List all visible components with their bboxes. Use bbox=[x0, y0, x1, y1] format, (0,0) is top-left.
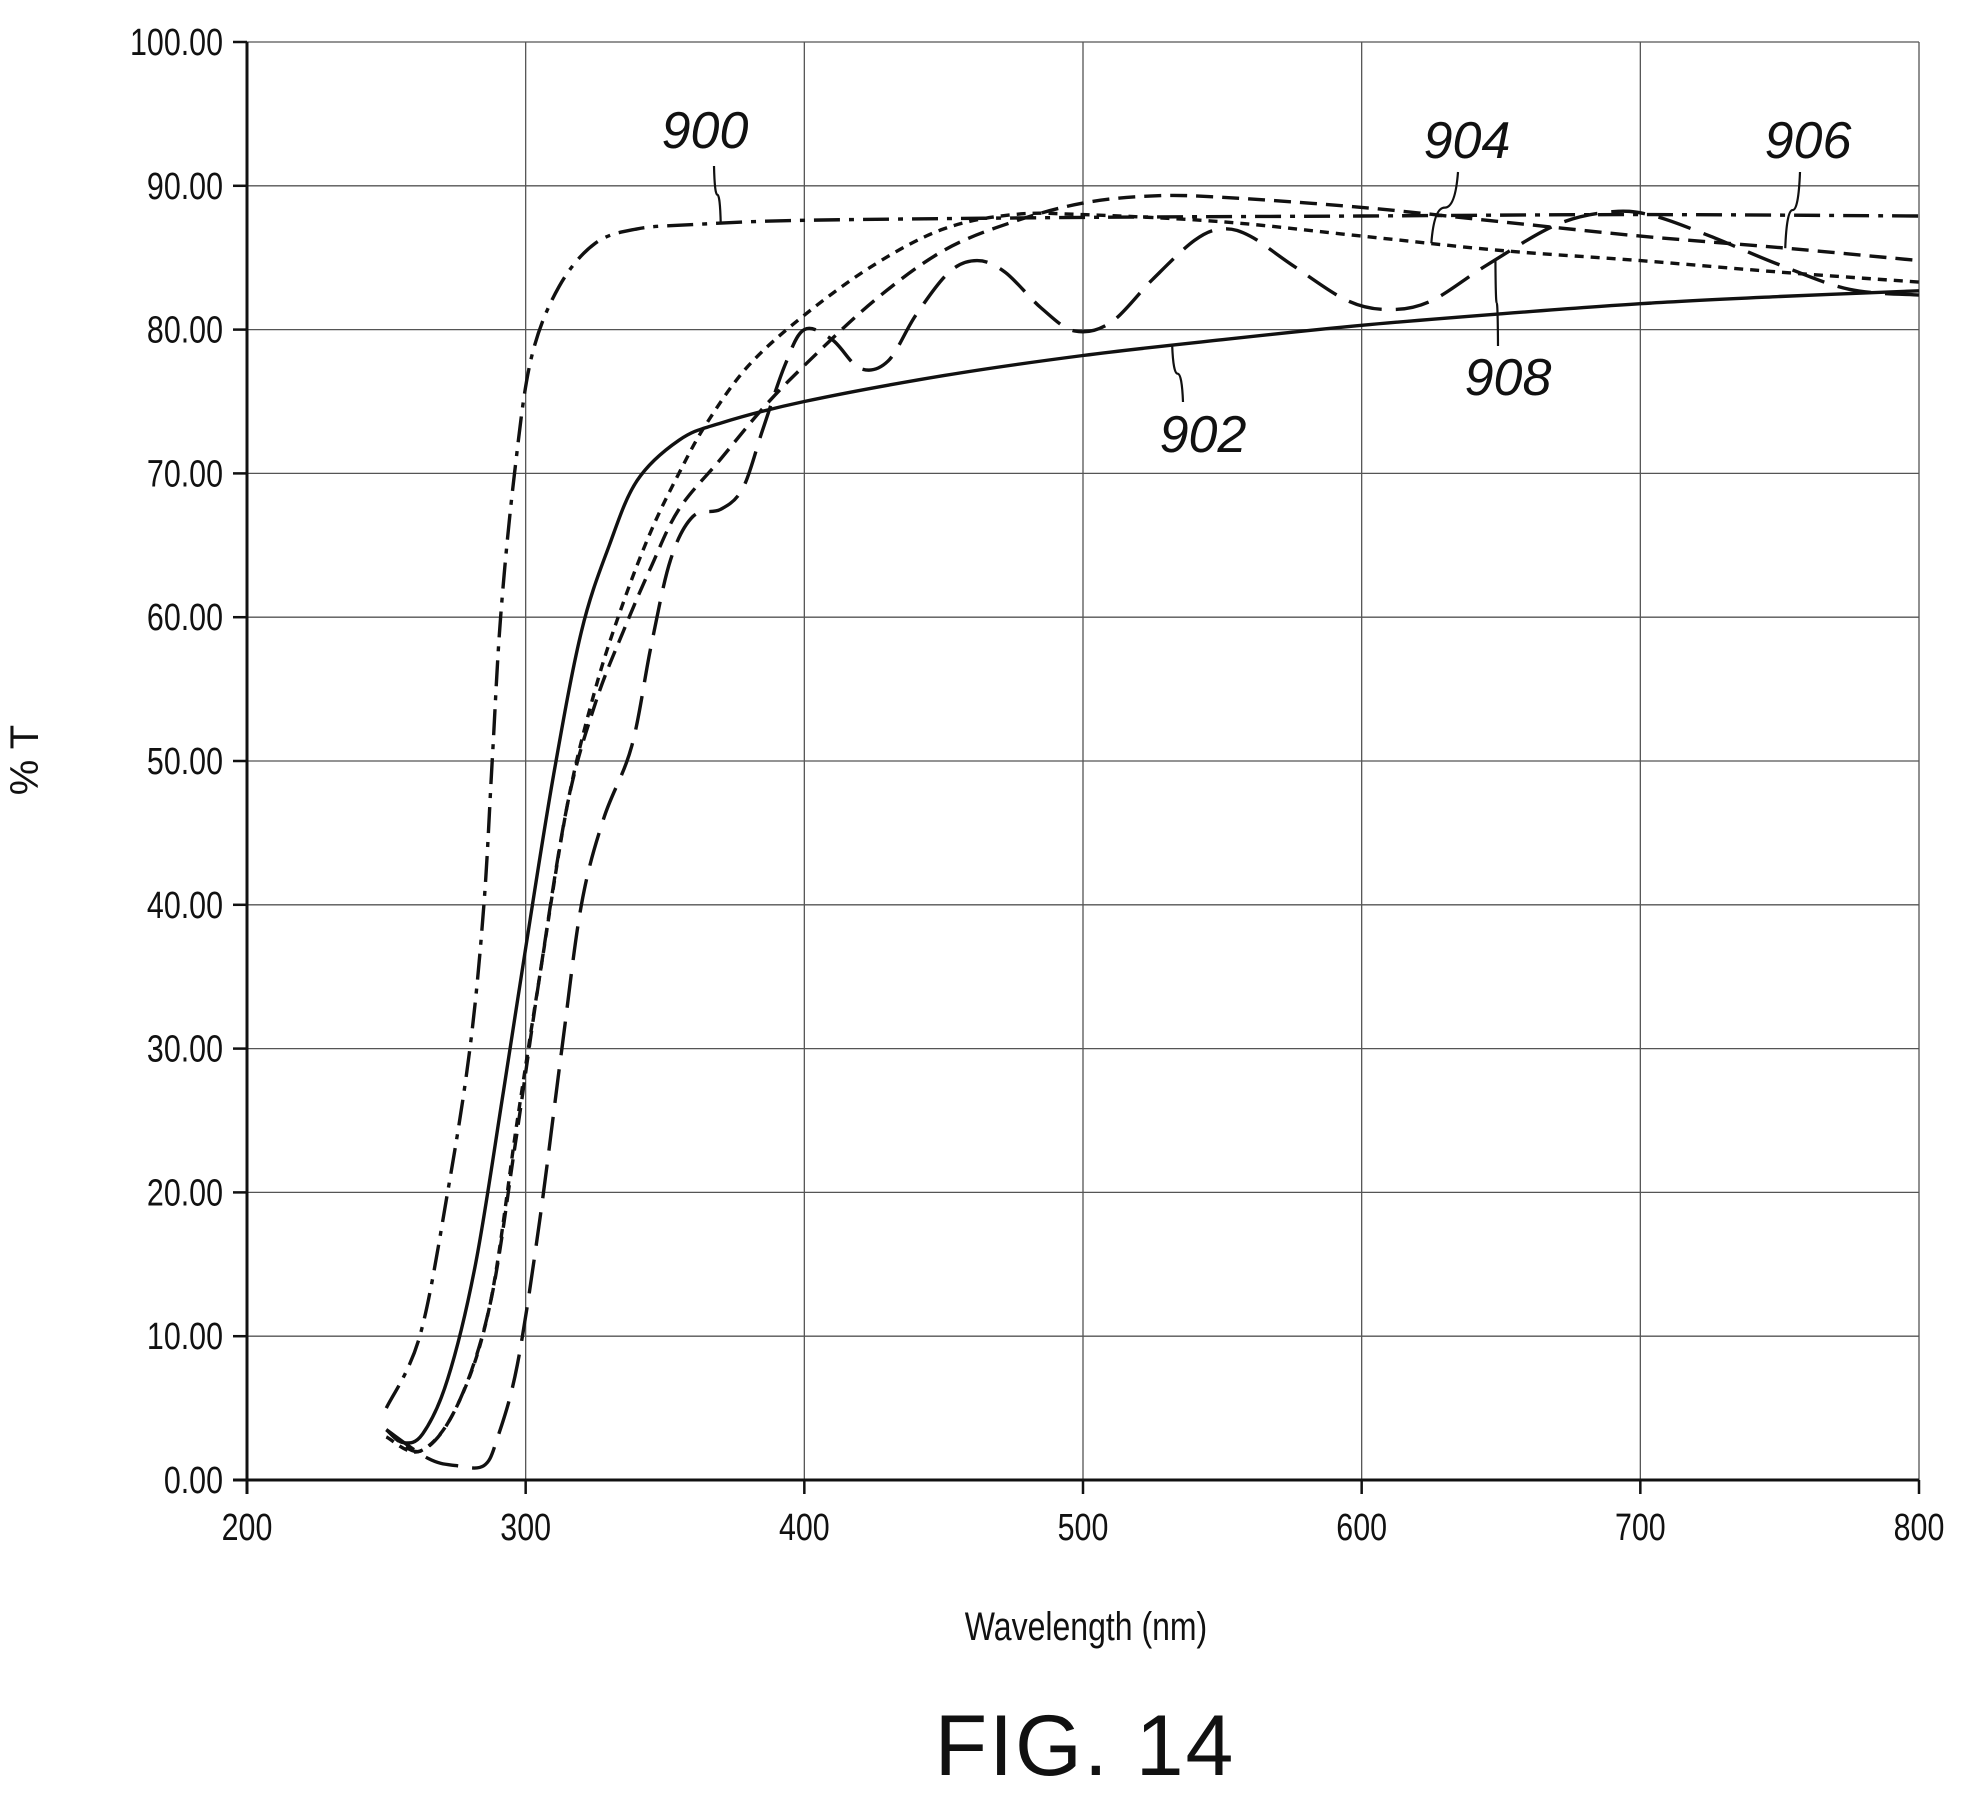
y-tick-label: 60.00 bbox=[147, 597, 223, 639]
ref-label-900: 900 bbox=[662, 102, 749, 160]
x-tick-label: 200 bbox=[222, 1507, 273, 1549]
series-line-900 bbox=[384, 212, 1920, 1409]
y-tick-label: 20.00 bbox=[147, 1172, 223, 1214]
leader-line-904 bbox=[1430, 171, 1460, 244]
y-tick-label: 0.00 bbox=[164, 1460, 223, 1502]
series-line-904 bbox=[385, 211, 1920, 1454]
ref-label-906: 906 bbox=[1765, 112, 1852, 170]
leader-line-906 bbox=[1784, 171, 1802, 249]
series-lines bbox=[384, 193, 1920, 1470]
x-tick-label: 600 bbox=[1336, 1507, 1387, 1549]
x-tick-label: 500 bbox=[1058, 1507, 1109, 1549]
ref-label-904: 904 bbox=[1424, 112, 1511, 170]
series-line-906 bbox=[385, 193, 1920, 1454]
y-tick-label: 40.00 bbox=[147, 885, 223, 927]
y-tick-label: 100.00 bbox=[130, 22, 223, 64]
y-tick-label: 30.00 bbox=[147, 1028, 223, 1070]
x-tick-label: 700 bbox=[1615, 1507, 1666, 1549]
x-tick-label: 400 bbox=[779, 1507, 830, 1549]
ref-label-908: 908 bbox=[1465, 349, 1552, 407]
axes bbox=[233, 40, 1921, 1494]
y-axis-title: % T bbox=[3, 725, 47, 795]
leader-line-902 bbox=[1171, 345, 1185, 403]
grid bbox=[247, 41, 1920, 1480]
series-line-908 bbox=[385, 209, 1920, 1470]
reference-labels: 900 902 904 906 908 bbox=[662, 102, 1852, 464]
y-tick-label: 10.00 bbox=[147, 1316, 223, 1358]
leader-line-900 bbox=[712, 165, 722, 224]
leader-line-908 bbox=[1494, 260, 1500, 347]
tick-labels: 200 300 400 500 600 700 800 0.00 10.00 20.00 30.00… bbox=[130, 22, 1944, 1549]
y-tick-label: 90.00 bbox=[147, 166, 223, 208]
y-tick-label: 50.00 bbox=[147, 741, 223, 783]
y-tick-label: 70.00 bbox=[147, 453, 223, 495]
series-line-902 bbox=[385, 289, 1920, 1445]
x-axis-title: Wavelength (nm) bbox=[965, 1604, 1207, 1649]
figure-caption: FIG. 14 bbox=[935, 1698, 1236, 1794]
x-tick-label: 800 bbox=[1894, 1507, 1945, 1549]
x-tick-label: 300 bbox=[500, 1507, 551, 1549]
ref-label-902: 902 bbox=[1160, 406, 1247, 464]
y-tick-label: 80.00 bbox=[147, 309, 223, 351]
